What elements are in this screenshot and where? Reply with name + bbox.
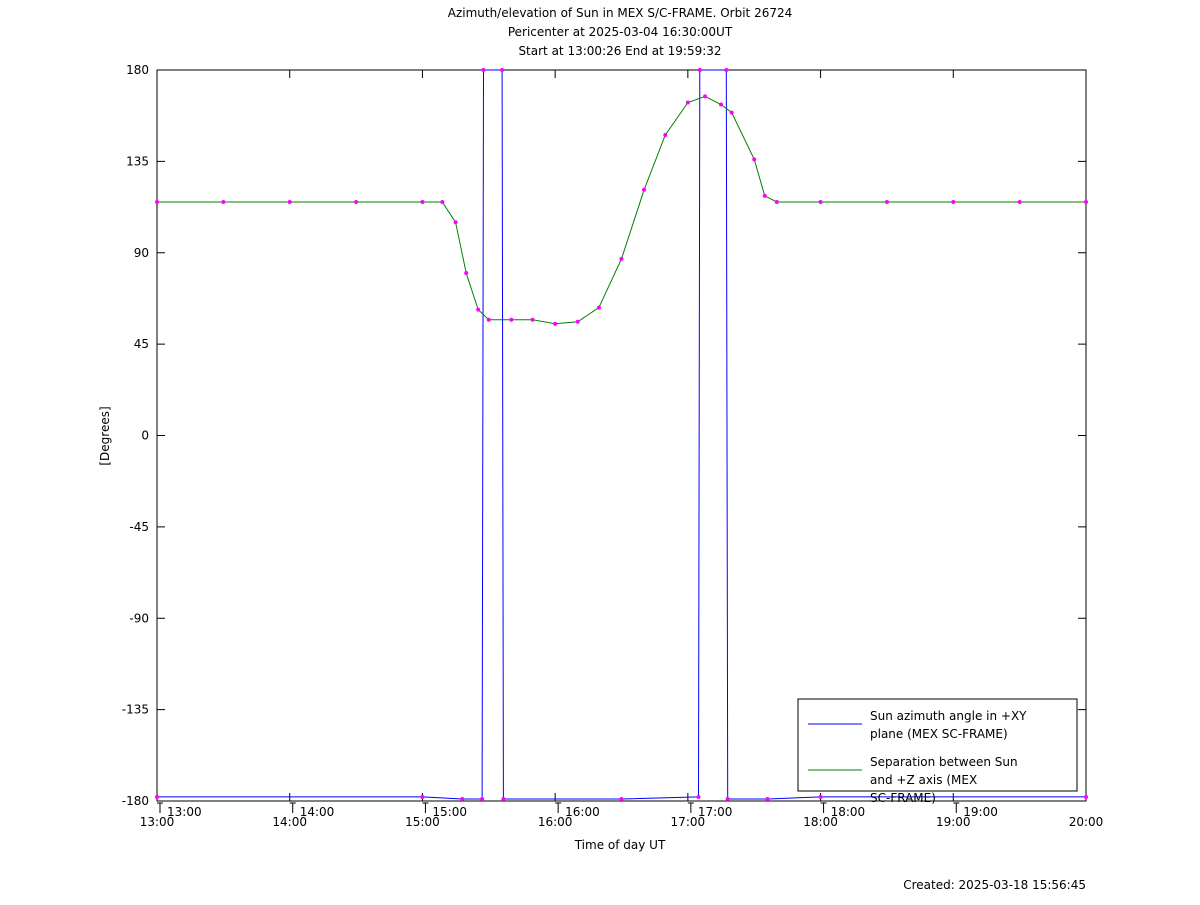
data-point [703,94,708,99]
data-point [729,110,734,115]
data-point [509,317,514,322]
legend-label: Separation between Sun and +Z axis (MEX SC… [870,755,1018,805]
data-point [818,199,823,204]
data-point [619,256,624,261]
data-point [685,100,690,105]
data-point [575,319,580,324]
legend-box [797,698,1078,792]
x-tick-label: 16:00 [538,815,573,829]
chart-subtitle: Pericenter at 2025-03-04 16:30:00UT [508,25,733,39]
data-point [480,796,485,801]
data-point [464,271,469,276]
data-point [221,199,226,204]
chart-title: Azimuth/elevation of Sun in MEX S/C-FRAM… [448,6,793,20]
time-mark-label: 17:00 [698,805,733,819]
data-point [481,68,486,72]
series-line [157,69,1086,800]
time-mark-label: 15:00 [432,805,467,819]
y-tick-label: -180 [122,794,149,808]
data-point [951,199,956,204]
plot-frame [156,69,1087,802]
y-tick-label: 180 [126,63,149,77]
data-point [725,796,730,801]
data-point [530,317,535,322]
data-point [663,132,668,137]
x-tick-label: 17:00 [671,815,706,829]
data-point [1084,199,1088,204]
time-mark-label: 18:00 [831,805,866,819]
data-point [696,794,701,799]
time-mark-label: 19:00 [963,805,998,819]
time-mark-label: 14:00 [300,805,335,819]
data-point [453,220,458,225]
x-tick-label: 18:00 [803,815,838,829]
data-point [774,199,779,204]
data-point [619,796,624,801]
footer: Created: 2025-03-18 15:56:45 [903,878,1086,892]
time-mark-label: 16:00 [565,805,600,819]
chart-subtitle: Start at 13:00:26 End at 19:59:32 [518,44,721,58]
x-tick-label: 14:00 [272,815,307,829]
data-point [460,796,465,801]
data-point [818,794,823,799]
y-tick-label: 45 [134,337,149,351]
x-tick-label: 15:00 [405,815,440,829]
y-tick-label: -90 [129,611,149,625]
data-point [440,199,445,204]
data-point [1017,199,1022,204]
data-point [752,157,757,162]
data-point [476,307,481,312]
y-tick-label: -45 [129,520,149,534]
x-tick-label: 13:00 [140,815,175,829]
data-point [596,305,601,310]
data-point [762,193,767,198]
data-point [420,199,425,204]
data-point [354,199,359,204]
data-point [884,199,889,204]
y-tick-label: -135 [122,703,149,717]
x-axis-label: Time of day UT [574,838,666,852]
y-tick-label: 135 [126,154,149,168]
series-line [157,95,1086,325]
legend-label: Sun azimuth angle in +XY plane (MEX SC-FR… [870,709,1027,741]
data-point [724,68,729,72]
data-point [500,68,505,72]
data-point [287,199,292,204]
data-point [420,794,425,799]
data-point [642,187,647,192]
x-tick-label: 19:00 [936,815,971,829]
y-axis-label: [Degrees] [98,406,112,465]
data-point [553,321,558,326]
time-mark-label: 13:00 [167,805,202,819]
data-point [486,317,491,322]
y-tick-label: 0 [141,429,149,443]
data-point [501,796,506,801]
data-point [155,794,159,799]
x-tick-label: 20:00 [1069,815,1104,829]
data-point [1084,794,1088,799]
data-point [765,796,770,801]
y-tick-label: 90 [134,246,149,260]
data-point [697,68,702,72]
data-point [719,102,724,107]
data-point [155,199,159,204]
